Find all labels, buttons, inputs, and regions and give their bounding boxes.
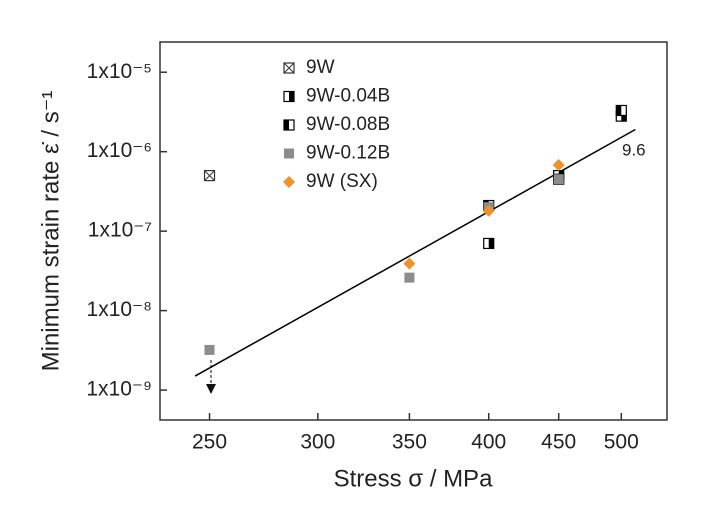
x-tick-label: 250 (192, 431, 227, 454)
y-tick-label: 1x10⁻⁷ (88, 219, 152, 242)
x-tick-label: 500 (604, 431, 639, 454)
y-tick-label: 1x10⁻⁸ (87, 298, 152, 321)
y-axis-label: Minimum strain rate ε̇ / s⁻¹ (37, 91, 64, 372)
marker-shape (403, 257, 416, 270)
marker-shape (482, 204, 495, 217)
y-tick-label: 1x10⁻⁵ (87, 60, 152, 83)
marker-shape (284, 148, 294, 159)
marker-shape (283, 176, 295, 188)
marker-half (488, 238, 494, 249)
marker (615, 104, 627, 117)
slope-annotation: 9.6 (622, 140, 646, 159)
marker (553, 174, 564, 185)
marker (483, 237, 495, 250)
marker (283, 176, 295, 188)
marker-cross (283, 62, 295, 74)
marker-shape (404, 272, 415, 283)
marker (482, 204, 495, 217)
marker (404, 272, 415, 283)
marker-half (621, 111, 627, 122)
x-tick-label: 350 (392, 431, 427, 454)
marker (283, 62, 295, 74)
legend-label: 9W (306, 57, 335, 78)
legend-label: 9W-0.12B (306, 143, 390, 164)
marker (403, 257, 416, 270)
marker-shape (552, 158, 565, 171)
marker-shape (204, 344, 215, 355)
marker-half (616, 105, 622, 116)
marker (284, 148, 294, 159)
marker-half (289, 91, 294, 102)
fit-line (194, 128, 636, 377)
x-tick-label: 400 (471, 431, 506, 454)
x-tick-label: 300 (300, 431, 335, 454)
marker (283, 119, 295, 131)
y-tick-label: 1x10⁻⁶ (87, 139, 152, 162)
marker (204, 344, 215, 355)
legend-label: 9W-0.08B (306, 114, 390, 135)
marker-half (284, 120, 289, 130)
plot-frame (159, 41, 668, 421)
arrow-head (206, 384, 216, 394)
x-tick-label: 450 (541, 431, 576, 454)
legend-label: 9W-0.04B (306, 86, 390, 107)
marker (552, 158, 565, 171)
marker (203, 169, 216, 182)
y-tick-label: 1x10⁻⁹ (86, 378, 152, 401)
legend-label: 9W (SX) (306, 171, 378, 192)
marker (283, 90, 295, 103)
x-axis-label: Stress σ / MPa (334, 465, 494, 492)
marker-shape (553, 174, 564, 185)
marker-cross (204, 170, 215, 181)
